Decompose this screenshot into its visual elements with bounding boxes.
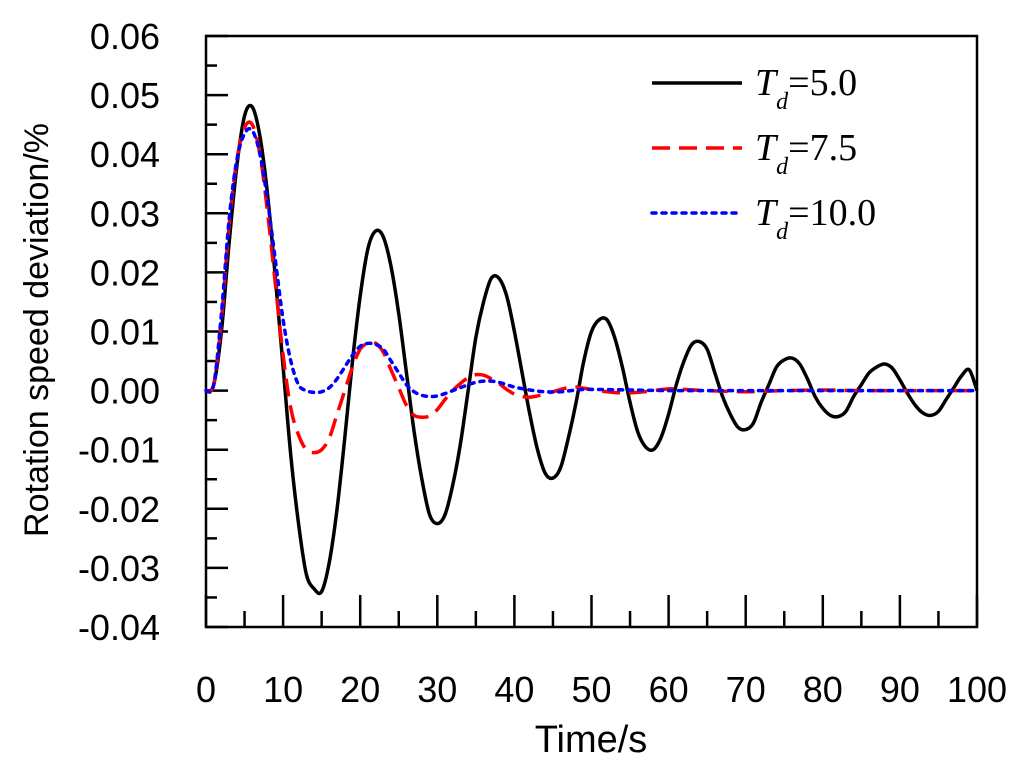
x-tick-label: 60 [649, 669, 689, 710]
y-tick-label: -0.03 [78, 548, 160, 589]
x-tick-label: 70 [726, 669, 766, 710]
x-tick-label: 100 [947, 669, 1007, 710]
y-axis-label: Rotation speed deviation/% [18, 123, 56, 537]
y-axis-ticks: -0.04 -0.03 -0.02 -0.01 0.00 0.01 0.02 0.03 0.04… [78, 16, 228, 648]
y-tick-label: 0.06 [90, 16, 160, 57]
legend: Td=5.0 Td=7.5 Td=10.0 [650, 62, 876, 245]
y-tick-label: 0.01 [90, 312, 160, 353]
x-tick-label: 20 [340, 669, 380, 710]
y-tick-label: 0.03 [90, 193, 160, 234]
legend-label-2: Td=7.5 [755, 127, 857, 180]
series-line-1 [204, 103, 979, 596]
y-tick-label: 0.04 [90, 134, 160, 175]
legend-label-1: Td=5.0 [755, 62, 857, 115]
x-tick-label: 0 [196, 669, 216, 710]
legend-label-3: Td=10.0 [755, 192, 876, 245]
y-tick-label: -0.04 [78, 607, 160, 648]
x-tick-label: 40 [494, 669, 534, 710]
series-line-3 [204, 126, 979, 399]
x-tick-label: 90 [880, 669, 920, 710]
y-tick-label: 0.05 [90, 75, 160, 116]
x-axis-ticks: 0 10 20 30 40 50 60 70 80 90 100 [196, 595, 1007, 710]
x-tick-label: 30 [417, 669, 457, 710]
y-tick-label: 0.00 [90, 371, 160, 412]
x-tick-label: 50 [571, 669, 611, 710]
y-tick-label: -0.02 [78, 489, 160, 530]
x-tick-label: 80 [803, 669, 843, 710]
y-tick-label: -0.01 [78, 430, 160, 471]
series-layer [204, 103, 979, 596]
y-tick-label: 0.02 [90, 252, 160, 293]
x-axis-label: Time/s [535, 719, 648, 761]
x-tick-label: 10 [263, 669, 303, 710]
series-line-2 [204, 120, 977, 455]
